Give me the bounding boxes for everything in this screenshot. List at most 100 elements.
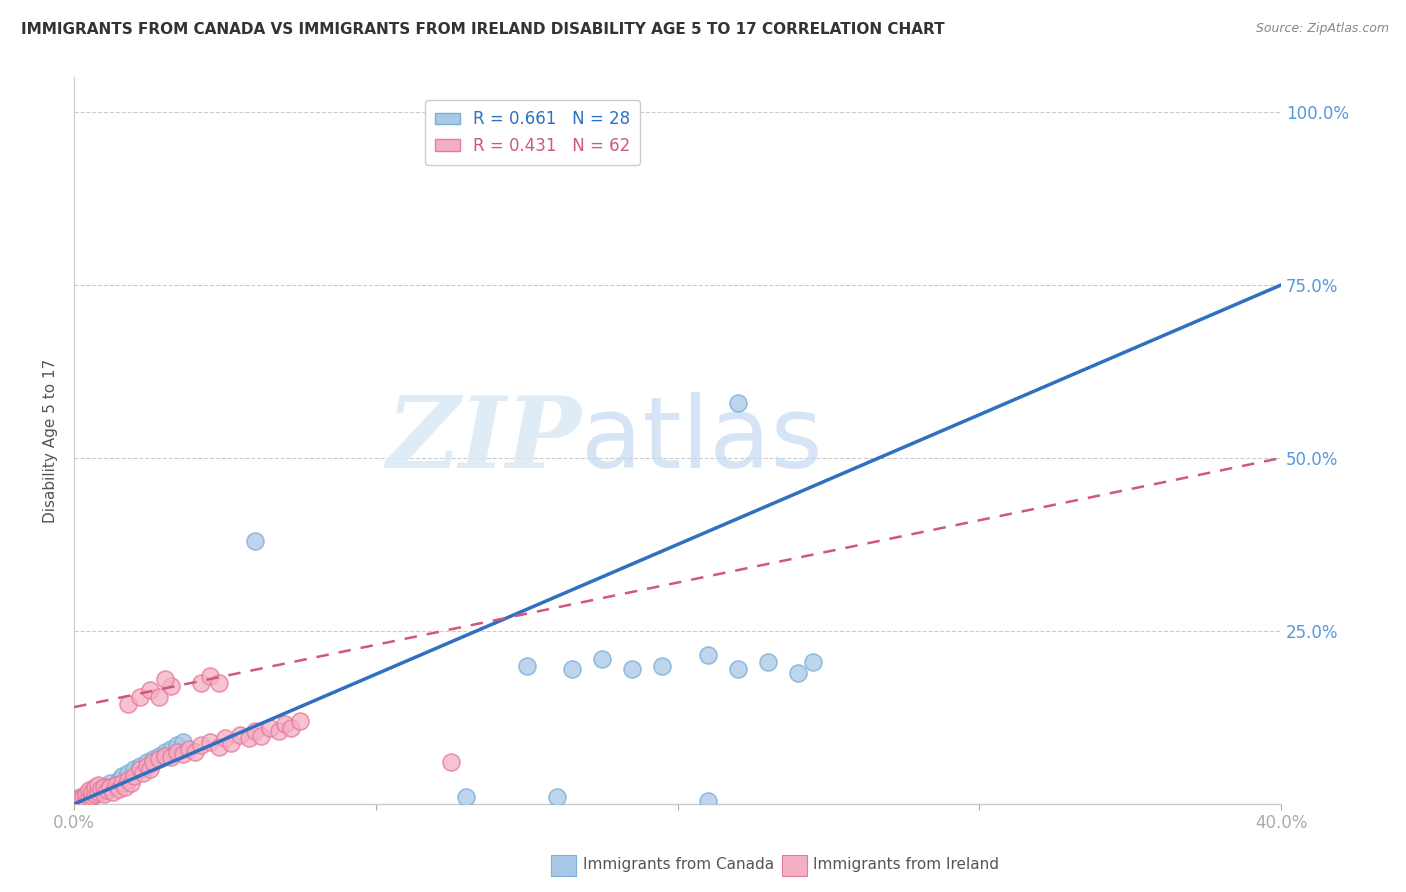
Point — [117, 772, 139, 787]
Point — [120, 776, 142, 790]
Text: Immigrants from Canada: Immigrants from Canada — [583, 857, 775, 872]
Point — [190, 738, 212, 752]
Point — [77, 787, 100, 801]
Point — [117, 765, 139, 780]
Point — [87, 778, 110, 792]
Point — [159, 741, 181, 756]
Point — [103, 780, 125, 794]
Point — [69, 790, 91, 805]
Point — [111, 776, 134, 790]
Point — [177, 741, 200, 756]
Point — [259, 721, 281, 735]
Point — [214, 731, 236, 746]
Point — [696, 793, 718, 807]
Text: Immigrants from Ireland: Immigrants from Ireland — [813, 857, 998, 872]
Point — [135, 756, 157, 770]
Point — [138, 682, 160, 697]
Point — [96, 783, 118, 797]
Point — [87, 784, 110, 798]
Point — [269, 724, 291, 739]
Point — [243, 724, 266, 739]
Point — [124, 769, 146, 783]
Point — [90, 781, 112, 796]
Point — [546, 790, 568, 805]
Point — [727, 395, 749, 409]
Point — [166, 738, 188, 752]
Point — [82, 783, 104, 797]
Point — [153, 673, 176, 687]
Text: IMMIGRANTS FROM CANADA VS IMMIGRANTS FROM IRELAND DISABILITY AGE 5 TO 17 CORRELA: IMMIGRANTS FROM CANADA VS IMMIGRANTS FRO… — [21, 22, 945, 37]
Point — [153, 748, 176, 763]
Point — [148, 752, 170, 766]
Point — [77, 790, 100, 805]
Point — [190, 676, 212, 690]
Point — [75, 789, 97, 803]
Point — [135, 759, 157, 773]
Point — [238, 731, 260, 746]
Point — [727, 662, 749, 676]
Point — [159, 750, 181, 764]
Point — [66, 793, 89, 807]
Point — [591, 651, 613, 665]
Point — [132, 765, 155, 780]
Point — [138, 763, 160, 777]
Point — [114, 780, 136, 794]
Point — [456, 790, 478, 805]
Point — [198, 669, 221, 683]
Point — [561, 662, 583, 676]
Text: Source: ZipAtlas.com: Source: ZipAtlas.com — [1256, 22, 1389, 36]
Point — [93, 780, 115, 794]
Point — [274, 717, 297, 731]
Point — [172, 747, 194, 761]
Point — [93, 787, 115, 801]
Point — [75, 792, 97, 806]
Point — [98, 776, 121, 790]
Text: atlas: atlas — [581, 392, 823, 489]
Point — [105, 778, 128, 792]
Point — [166, 745, 188, 759]
Point — [219, 736, 242, 750]
Point — [621, 662, 644, 676]
Point — [229, 728, 252, 742]
Point — [280, 721, 302, 735]
Point — [290, 714, 312, 728]
Point — [111, 769, 134, 783]
Point — [72, 791, 94, 805]
Point — [141, 756, 163, 770]
Point — [801, 655, 824, 669]
Point — [82, 784, 104, 798]
Point — [96, 781, 118, 796]
Point — [98, 780, 121, 794]
Point — [129, 759, 152, 773]
Point — [108, 772, 131, 787]
Point — [84, 787, 107, 801]
Point — [93, 780, 115, 794]
Point — [129, 690, 152, 704]
Point — [77, 783, 100, 797]
Point — [108, 781, 131, 796]
Point — [72, 790, 94, 805]
Legend: R = 0.661   N = 28, R = 0.431   N = 62: R = 0.661 N = 28, R = 0.431 N = 62 — [425, 100, 641, 165]
Point — [148, 690, 170, 704]
Point — [243, 534, 266, 549]
Point — [84, 780, 107, 794]
Text: ZIP: ZIP — [387, 392, 581, 489]
Point — [82, 789, 104, 803]
Point — [75, 787, 97, 801]
Point — [141, 752, 163, 766]
Point — [440, 756, 463, 770]
Point — [172, 735, 194, 749]
Point — [148, 748, 170, 763]
Point — [208, 676, 231, 690]
Point — [124, 763, 146, 777]
Point — [159, 679, 181, 693]
Point — [516, 658, 538, 673]
Point — [651, 658, 673, 673]
Point — [117, 697, 139, 711]
Point — [77, 791, 100, 805]
Point — [103, 784, 125, 798]
Point — [82, 790, 104, 805]
Point — [696, 648, 718, 663]
Point — [756, 655, 779, 669]
Point — [90, 784, 112, 798]
